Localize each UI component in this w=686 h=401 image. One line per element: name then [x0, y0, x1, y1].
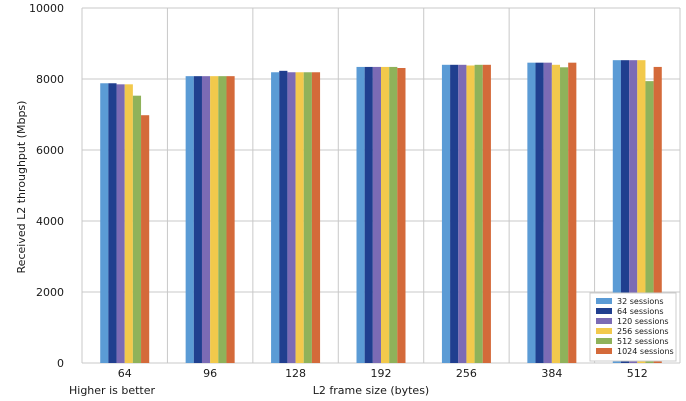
- bar-512-512-sessions: [645, 81, 654, 363]
- bar-256-64-sessions: [450, 64, 459, 364]
- bar-192-256-sessions: [381, 66, 390, 364]
- legend-swatch: [596, 318, 612, 324]
- x-axis-label: L2 frame size (bytes): [313, 384, 429, 397]
- bar-384-120-sessions: [543, 62, 552, 364]
- legend-swatch: [596, 348, 612, 354]
- y-tick-labels: 0 2000 4000 6000 8000 10000: [29, 2, 64, 370]
- legend-label: 256 sessions: [617, 327, 669, 336]
- y-tick-label: 8000: [36, 73, 64, 86]
- bar-128-64-sessions: [279, 70, 288, 364]
- bar-256-256-sessions: [466, 65, 475, 363]
- bar-384-32-sessions: [527, 62, 536, 364]
- bar-192-64-sessions: [364, 66, 373, 364]
- legend-label: 120 sessions: [617, 317, 669, 326]
- bar-64-32-sessions: [100, 83, 109, 363]
- bar-128-32-sessions: [271, 72, 280, 363]
- bar-96-1024-sessions: [226, 76, 235, 363]
- bar-256-1024-sessions: [482, 64, 491, 364]
- bar-64-256-sessions: [124, 84, 133, 363]
- legend-label: 512 sessions: [617, 337, 669, 346]
- bar-512-32-sessions: [612, 60, 621, 364]
- bar-256-120-sessions: [458, 64, 467, 364]
- y-tick-label: 4000: [36, 215, 64, 228]
- x-tick-label: 64: [118, 367, 132, 380]
- y-axis-label: Received L2 throughput (Mbps): [15, 101, 28, 274]
- y-tick-label: 0: [57, 357, 64, 370]
- bar-128-256-sessions: [295, 72, 304, 363]
- bar-384-512-sessions: [560, 67, 569, 363]
- x-tick-label: 128: [285, 367, 306, 380]
- x-tick-label: 384: [541, 367, 562, 380]
- y-tick-label: 10000: [29, 2, 64, 15]
- x-tick-label: 512: [627, 367, 648, 380]
- bar-192-512-sessions: [389, 66, 398, 364]
- bar-64-64-sessions: [108, 83, 117, 363]
- legend-label: 64 sessions: [617, 307, 664, 316]
- bar-64-1024-sessions: [141, 115, 150, 364]
- bar-96-512-sessions: [218, 76, 227, 363]
- bar-128-512-sessions: [303, 72, 312, 363]
- bar-512-256-sessions: [637, 60, 646, 364]
- x-tick-label: 96: [203, 367, 217, 380]
- bar-192-1024-sessions: [397, 67, 406, 364]
- bar-96-64-sessions: [193, 76, 202, 363]
- bars: [100, 60, 662, 364]
- bar-512-64-sessions: [620, 60, 630, 364]
- legend-label: 32 sessions: [617, 297, 664, 306]
- legend-swatch: [596, 338, 612, 344]
- legend-label: 1024 sessions: [617, 347, 674, 356]
- bar-192-120-sessions: [372, 66, 381, 364]
- y-tick-label: 6000: [36, 144, 64, 157]
- bar-96-256-sessions: [210, 76, 219, 363]
- bar-384-256-sessions: [551, 64, 561, 364]
- x-tick-labels: 64 96 128 192 256 384 512: [118, 367, 648, 380]
- y-tick-label: 2000: [36, 286, 64, 299]
- chart-note: Higher is better: [69, 384, 155, 397]
- x-tick-label: 192: [371, 367, 392, 380]
- bar-64-512-sessions: [132, 95, 142, 363]
- bar-128-1024-sessions: [311, 72, 321, 363]
- bar-256-512-sessions: [474, 64, 483, 364]
- bar-96-32-sessions: [185, 76, 194, 363]
- legend-swatch: [596, 298, 612, 304]
- bar-512-1024-sessions: [653, 66, 662, 364]
- bar-128-120-sessions: [287, 72, 296, 363]
- bar-384-64-sessions: [535, 62, 544, 364]
- legend-swatch: [596, 308, 612, 314]
- bar-64-120-sessions: [116, 84, 125, 363]
- bar-512-120-sessions: [629, 60, 638, 364]
- x-tick-label: 256: [456, 367, 477, 380]
- bar-192-32-sessions: [356, 66, 365, 364]
- legend-swatch: [596, 328, 612, 334]
- bar-96-120-sessions: [201, 76, 211, 363]
- bar-256-32-sessions: [441, 64, 451, 364]
- bar-384-1024-sessions: [568, 62, 577, 364]
